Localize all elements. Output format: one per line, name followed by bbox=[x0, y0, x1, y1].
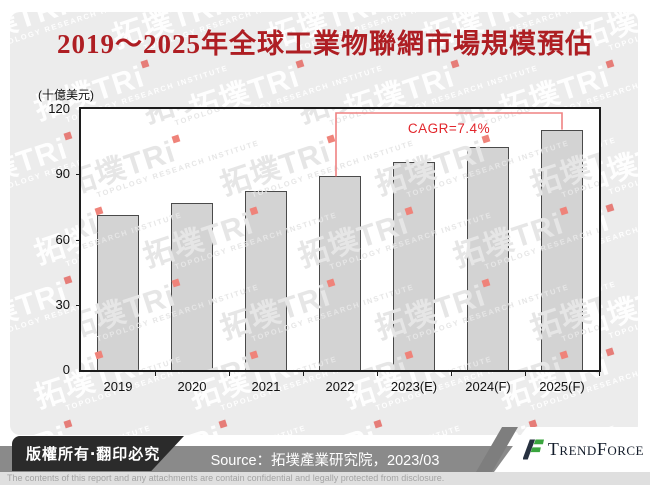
x-tick-mark bbox=[451, 372, 452, 376]
x-category-label-2022: 2022 bbox=[325, 379, 355, 394]
x-category-label-2025(F): 2025(F) bbox=[539, 379, 585, 394]
x-category-label-2020: 2020 bbox=[177, 379, 207, 394]
source-text: Source：拓墣產業研究院，2023/03 bbox=[210, 453, 440, 469]
plot-area: 拓墣TRi TOPOLOGY RESEARCH INSTITUTE 拓墣TRi TOP… bbox=[79, 107, 601, 372]
y-axis-unit-label: (十億美元) bbox=[38, 88, 94, 102]
bar-2025(F) bbox=[541, 129, 583, 370]
y-tick-label-0: 0 bbox=[62, 362, 70, 377]
x-category-label-2023(E): 2023(E) bbox=[390, 379, 438, 394]
y-tick-label-60: 60 bbox=[55, 231, 70, 247]
x-tick-mark bbox=[377, 372, 378, 376]
x-tick-mark bbox=[303, 372, 304, 376]
x-tick-mark bbox=[599, 372, 600, 376]
bar-2023(E) bbox=[393, 162, 435, 370]
copyright-plate: 版權所有‧翻印必究 bbox=[12, 436, 184, 471]
x-category-label-2024(F): 2024(F) bbox=[465, 379, 511, 394]
x-tick-mark bbox=[525, 372, 526, 376]
x-category-label-2019: 2019 bbox=[103, 379, 133, 394]
y-tick-label-120: 120 bbox=[48, 101, 70, 116]
bar-2022 bbox=[319, 176, 361, 370]
y-tick-label-90: 90 bbox=[55, 166, 70, 182]
x-tick-mark bbox=[155, 372, 156, 376]
bar-2021 bbox=[245, 190, 287, 370]
trendforce-icon bbox=[522, 439, 544, 460]
trendforce-wordmark: TRENDFORCE bbox=[547, 439, 644, 459]
bar-2019 bbox=[97, 214, 139, 370]
x-category-label-2021: 2021 bbox=[251, 379, 281, 394]
cagr-bracket-line bbox=[335, 112, 563, 177]
copyright-text: 版權所有‧翻印必究 bbox=[26, 446, 161, 463]
trendforce-logo: TRENDFORCE bbox=[494, 427, 650, 472]
chart-title: 2019～2025年全球工業物聯網市場規模預估 bbox=[57, 29, 593, 59]
cagr-annotation: CAGR=7.4% bbox=[407, 121, 491, 136]
disclaimer-text: The contents of this report and any atta… bbox=[7, 473, 445, 483]
y-tick-label-30: 30 bbox=[55, 296, 70, 312]
bottom-strip bbox=[0, 472, 650, 485]
x-tick-mark bbox=[229, 372, 230, 376]
bar-2024(F) bbox=[467, 147, 509, 370]
